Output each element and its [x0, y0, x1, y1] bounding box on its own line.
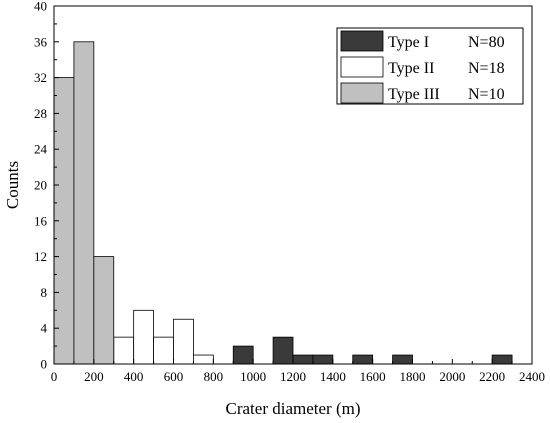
y-tick-label: 32 [34, 70, 47, 85]
bar-type-i-1500 [352, 354, 374, 365]
x-tick-label: 1800 [400, 369, 426, 384]
x-tick-label: 0 [51, 369, 58, 384]
bar-type-ii-400 [133, 309, 154, 365]
bar-type-i-1100 [272, 336, 294, 365]
x-tick-label: 400 [124, 369, 144, 384]
x-tick-label: 1000 [240, 369, 266, 384]
bar-type-i-1700 [392, 354, 413, 365]
x-axis: 0 200 400 600 800 1000 1200 1400 1600 1800 2000 220… [51, 359, 545, 384]
x-tick-label: 800 [204, 369, 224, 384]
legend-swatch-type-ii [340, 56, 384, 78]
x-tick-label: 1400 [320, 369, 346, 384]
bar-type-ii-500 [153, 336, 174, 365]
y-axis-title: Counts [3, 161, 22, 209]
bar-type-ii-300 [113, 336, 135, 365]
x-tick-label: 2200 [479, 369, 505, 384]
legend-count-type-i: N=80 [468, 34, 505, 51]
legend-count-type-ii: N=18 [468, 60, 505, 77]
bar-type-i-1200 [292, 354, 314, 365]
legend-count-type-iii: N=10 [468, 86, 505, 103]
bar-type-iii-100 [73, 41, 95, 365]
y-tick-label: 28 [34, 106, 47, 121]
legend: Type I N=80 Type II N=18 Type III N=10 [336, 27, 524, 105]
legend-swatch-type-iii [340, 82, 384, 104]
y-tick-label: 8 [41, 285, 48, 300]
bar-type-i-2200 [491, 354, 513, 365]
y-tick-label: 40 [34, 0, 47, 14]
legend-label-type-iii: Type III [388, 86, 440, 103]
bar-type-i-1300 [312, 354, 334, 365]
x-tick-label: 2000 [439, 369, 465, 384]
y-tick-label: 0 [41, 357, 48, 372]
x-tick-label: 2400 [519, 369, 545, 384]
x-tick-label: 1600 [360, 369, 386, 384]
y-tick-label: 12 [34, 249, 47, 264]
y-tick-label: 16 [34, 213, 48, 228]
x-tick-label: 200 [84, 369, 104, 384]
legend-swatch-type-i [340, 30, 384, 52]
y-tick-label: 24 [34, 142, 48, 157]
bar-type-iii-200 [93, 256, 115, 365]
y-tick-label: 36 [34, 34, 48, 49]
bar-type-ii-700 [193, 354, 214, 365]
bar-type-i-900 [232, 345, 254, 365]
x-tick-label: 1200 [280, 369, 306, 384]
y-tick-label: 4 [41, 321, 48, 336]
x-axis-title: Crater diameter (m) [226, 399, 361, 418]
x-tick-label: 600 [164, 369, 184, 384]
legend-label-type-ii: Type II [388, 60, 434, 77]
bar-type-ii-600 [173, 318, 194, 365]
y-axis: 0 4 8 12 16 20 24 28 32 36 40 [34, 0, 59, 372]
y-tick-label: 20 [34, 178, 47, 193]
legend-label-type-i: Type I [388, 34, 429, 51]
